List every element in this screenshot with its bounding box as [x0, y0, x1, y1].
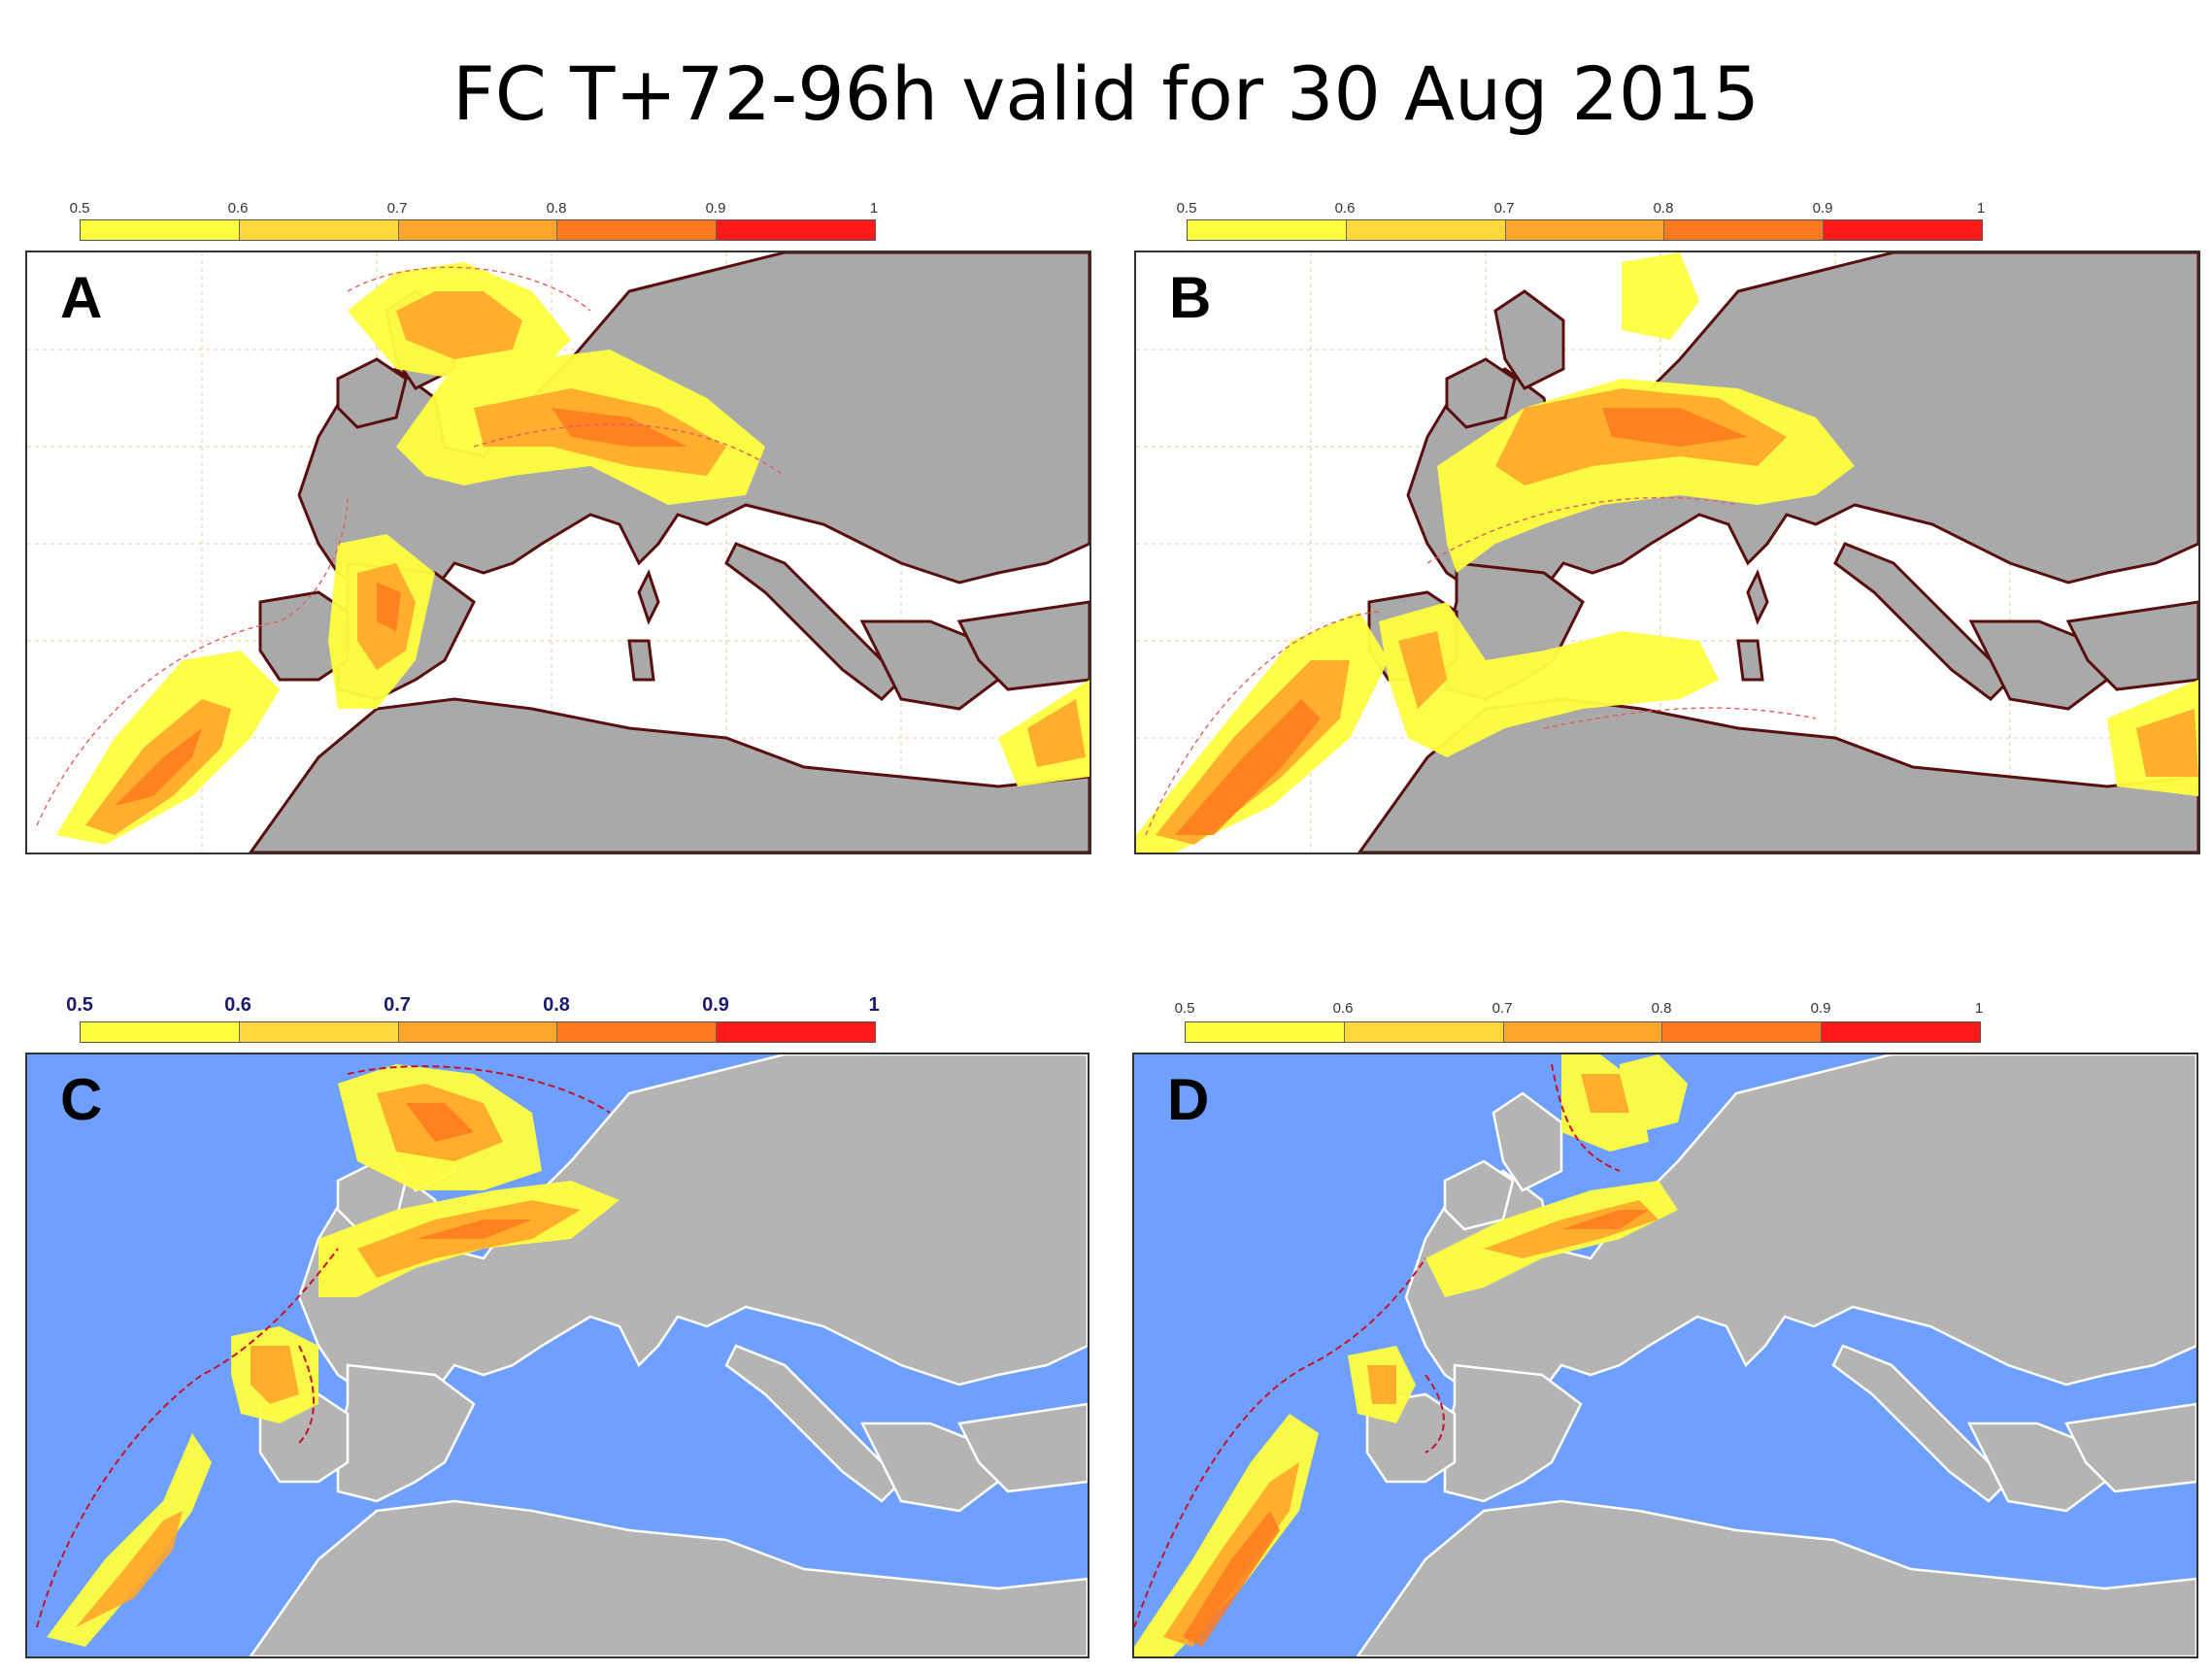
- colorbar-a: [80, 219, 876, 241]
- colorbar-tick: 1: [1976, 200, 1986, 217]
- colorbar-seg: [1346, 220, 1506, 240]
- colorbar-seg: [398, 220, 558, 240]
- colorbar-seg: [1505, 220, 1665, 240]
- colorbar-tick: 0.8: [1653, 200, 1674, 217]
- colorbar-tick: 1: [869, 200, 879, 217]
- colorbar-seg: [717, 220, 875, 240]
- map-b: B: [1134, 251, 2200, 854]
- colorbar-tick: 0.8: [543, 994, 570, 1016]
- map-d: D: [1132, 1053, 2198, 1658]
- colorbar-seg: [1662, 1022, 1823, 1042]
- colorbar-seg: [557, 220, 718, 240]
- colorbar-tick: 0.5: [66, 994, 93, 1016]
- colorbar-seg: [1186, 1022, 1345, 1042]
- page-title: FC T+72-96h valid for 30 Aug 2015: [452, 50, 1760, 137]
- colorbar-tick: 0.6: [1334, 200, 1356, 217]
- colorbar-tick: 1: [868, 994, 880, 1016]
- colorbar-tick: 0.9: [1812, 200, 1833, 217]
- colorbar-seg: [717, 1022, 875, 1042]
- colorbar-tick: 0.5: [1176, 200, 1197, 217]
- colorbar-tick: 0.8: [546, 200, 567, 217]
- colorbar-seg: [81, 220, 240, 240]
- panel-label: A: [60, 265, 103, 330]
- colorbar-seg: [398, 1022, 558, 1042]
- colorbar-tick: 1: [1974, 1000, 1984, 1017]
- panel-label: B: [1169, 265, 1212, 330]
- colorbar-c: [80, 1021, 876, 1043]
- colorbar-seg: [1664, 220, 1825, 240]
- colorbar-tick: 0.7: [384, 994, 411, 1016]
- map-a: A: [25, 251, 1091, 854]
- colorbar-tick: 0.5: [69, 200, 90, 217]
- colorbar-tick: 0.8: [1651, 1000, 1672, 1017]
- colorbar-tick: 0.6: [224, 994, 251, 1016]
- colorbar-seg: [1822, 1022, 1980, 1042]
- colorbar-seg: [557, 1022, 718, 1042]
- panel-label: D: [1167, 1067, 1210, 1132]
- colorbar-seg: [1503, 1022, 1663, 1042]
- colorbar-seg: [1188, 220, 1347, 240]
- colorbar-tick: 0.7: [1491, 1000, 1513, 1017]
- colorbar-b: [1187, 219, 1983, 241]
- colorbar-seg: [1344, 1022, 1504, 1042]
- colorbar-seg: [239, 220, 399, 240]
- colorbar-tick: 0.6: [1332, 1000, 1354, 1017]
- colorbar-d: [1185, 1021, 1981, 1043]
- colorbar-seg: [239, 1022, 399, 1042]
- colorbar-seg: [81, 1022, 240, 1042]
- colorbar-tick: 0.7: [1493, 200, 1515, 217]
- colorbar-seg: [1824, 220, 1982, 240]
- colorbar-tick: 0.6: [227, 200, 249, 217]
- colorbar-tick: 0.9: [702, 994, 729, 1016]
- panel-label: C: [60, 1067, 103, 1132]
- colorbar-tick: 0.9: [705, 200, 726, 217]
- colorbar-tick: 0.9: [1810, 1000, 1831, 1017]
- colorbar-tick: 0.7: [386, 200, 408, 217]
- colorbar-tick: 0.5: [1174, 1000, 1195, 1017]
- map-c: C: [25, 1053, 1089, 1658]
